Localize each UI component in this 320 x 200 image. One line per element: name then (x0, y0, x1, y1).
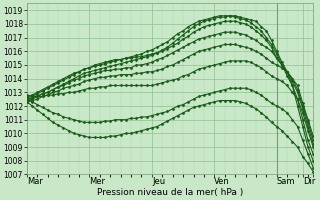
X-axis label: Pression niveau de la mer( hPa ): Pression niveau de la mer( hPa ) (97, 188, 243, 197)
